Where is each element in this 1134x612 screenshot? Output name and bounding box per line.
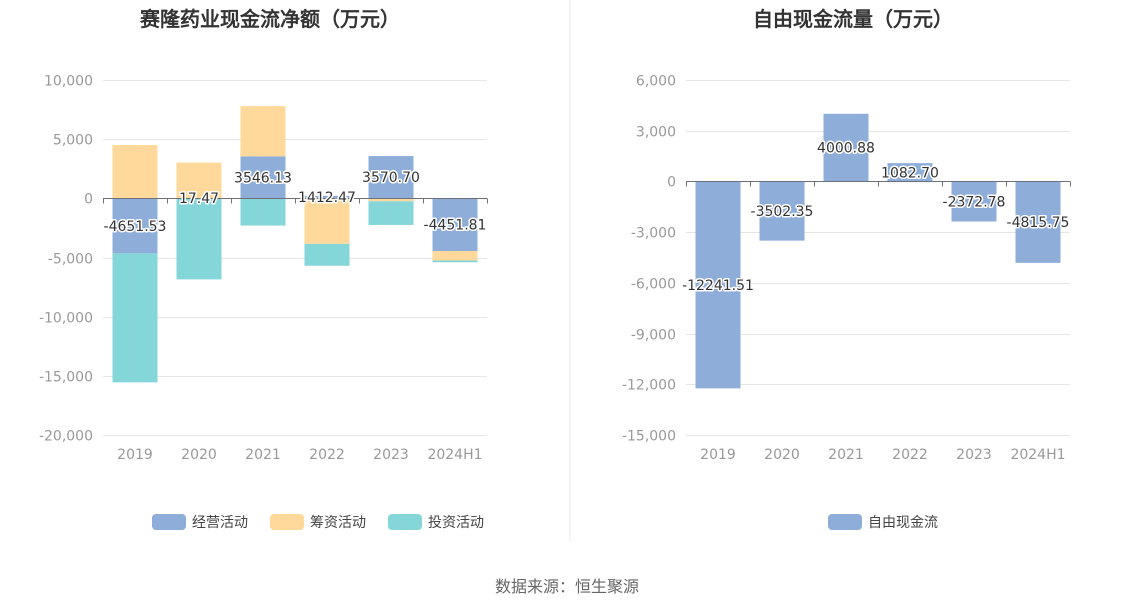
left-y-tick-label: 0 [84,192,93,208]
left-bar-投资活动-2021[interactable] [240,198,286,226]
left-x-tick-label: 2023 [373,447,409,463]
left-y-tick-label: 10,000 [44,74,93,90]
right-bar-自由现金流-2023[interactable] [951,181,997,222]
right-x-tick-label: 2022 [892,447,928,463]
left-legend-label[interactable]: 投资活动 [428,515,484,531]
left-bar-投资活动-2019[interactable] [112,253,158,383]
right-x-tick-label: 2020 [764,447,800,463]
right-bar-自由现金流-2022[interactable] [887,163,933,182]
right-bar-自由现金流-2020[interactable] [759,181,805,241]
right-data-label: -3502.35 [751,204,814,220]
left-x-tick-label: 2021 [245,447,281,463]
left-legend-swatch[interactable] [270,514,304,530]
right-bar-自由现金流-2024H1[interactable] [1015,181,1061,263]
right-y-tick-label: -15,000 [622,429,676,445]
left-bar-投资活动-2022[interactable] [304,243,350,266]
right-y-tick-label: -12,000 [622,378,676,394]
left-y-tick-label: -5,000 [48,252,93,268]
right-bar-自由现金流-2021[interactable] [823,113,869,182]
left-bar-投资活动-2023[interactable] [368,201,414,225]
right-data-label: -2372.78 [943,194,1006,210]
left-y-tick-label: 5,000 [53,133,93,149]
left-bar-筹资活动-2020[interactable] [176,162,222,199]
left-bar-筹资活动-2022[interactable] [304,198,350,244]
left-data-label: 3546.13 [234,170,292,186]
right-y-tick-label: -9,000 [631,328,676,344]
right-data-label: -12241.51 [682,278,754,294]
right-legend-label[interactable]: 自由现金流 [868,515,938,531]
right-chart-title: 自由现金流量（万元） [753,7,953,31]
left-x-tick-label: 2022 [309,447,345,463]
left-x-tick-label: 2020 [181,447,217,463]
left-y-tick-label: -20,000 [39,429,93,445]
left-legend-swatch[interactable] [388,514,422,530]
right-y-tick-label: 6,000 [636,74,676,90]
left-data-label: 1412.47 [298,190,356,206]
left-bar-经营活动-2022[interactable] [304,195,350,199]
right-x-tick-label: 2021 [828,447,864,463]
right-y-tick-label: 0 [667,175,676,191]
right-legend-swatch[interactable] [828,514,862,530]
data-source-label: 数据来源：恒生聚源 [495,577,639,596]
left-bar-筹资活动-2023[interactable] [368,198,414,202]
right-data-label: 4000.88 [817,141,875,157]
left-y-tick-label: -10,000 [39,311,93,327]
left-data-label: -4651.53 [104,219,167,235]
left-bar-投资活动-2024H1[interactable] [432,260,478,263]
left-data-label: 3570.70 [362,170,420,186]
cash-flow-net-chart: 赛隆药业现金流净额（万元） 10,000 5,000 0 -5,000 -10,000 -… [39,7,488,531]
left-data-label: 17.47 [179,191,219,207]
left-bar-投资活动-2020[interactable] [176,198,222,280]
right-x-tick-label: 2024H1 [1010,447,1065,463]
right-data-label: 1082.70 [881,165,939,181]
right-y-tick-label: 3,000 [636,125,676,141]
left-bar-经营活动-2023[interactable] [368,156,414,199]
left-bar-筹资活动-2019[interactable] [112,145,158,199]
left-bar-经营活动-2021[interactable] [240,156,286,199]
right-data-label: -4815.75 [1007,215,1070,231]
left-legend-label[interactable]: 筹资活动 [310,514,366,531]
left-bar-经营活动-2019[interactable] [112,198,158,254]
right-y-tick-label: -6,000 [631,277,676,293]
left-y-tick-label: -15,000 [39,370,93,386]
left-x-tick-label: 2019 [117,447,153,463]
left-bar-筹资活动-2021[interactable] [240,106,286,157]
right-x-tick-label: 2023 [956,447,992,463]
right-bar-自由现金流-2019[interactable] [695,181,741,389]
left-bar-筹资活动-2024H1[interactable] [432,251,478,261]
left-legend-label[interactable]: 经营活动 [192,515,248,531]
free-cash-flow-chart: 自由现金流量（万元） 6,000 3,000 0 -3,000 -6,000 -9,000… [622,7,1071,531]
left-x-tick-label: 2024H1 [427,447,482,463]
left-bar-经营活动-2024H1[interactable] [432,198,478,252]
left-chart-title: 赛隆药业现金流净额（万元） [139,7,400,31]
right-x-tick-label: 2019 [700,447,736,463]
right-y-tick-label: -3,000 [631,226,676,242]
left-legend-swatch[interactable] [152,514,186,530]
left-data-label: -4451.81 [424,218,487,234]
